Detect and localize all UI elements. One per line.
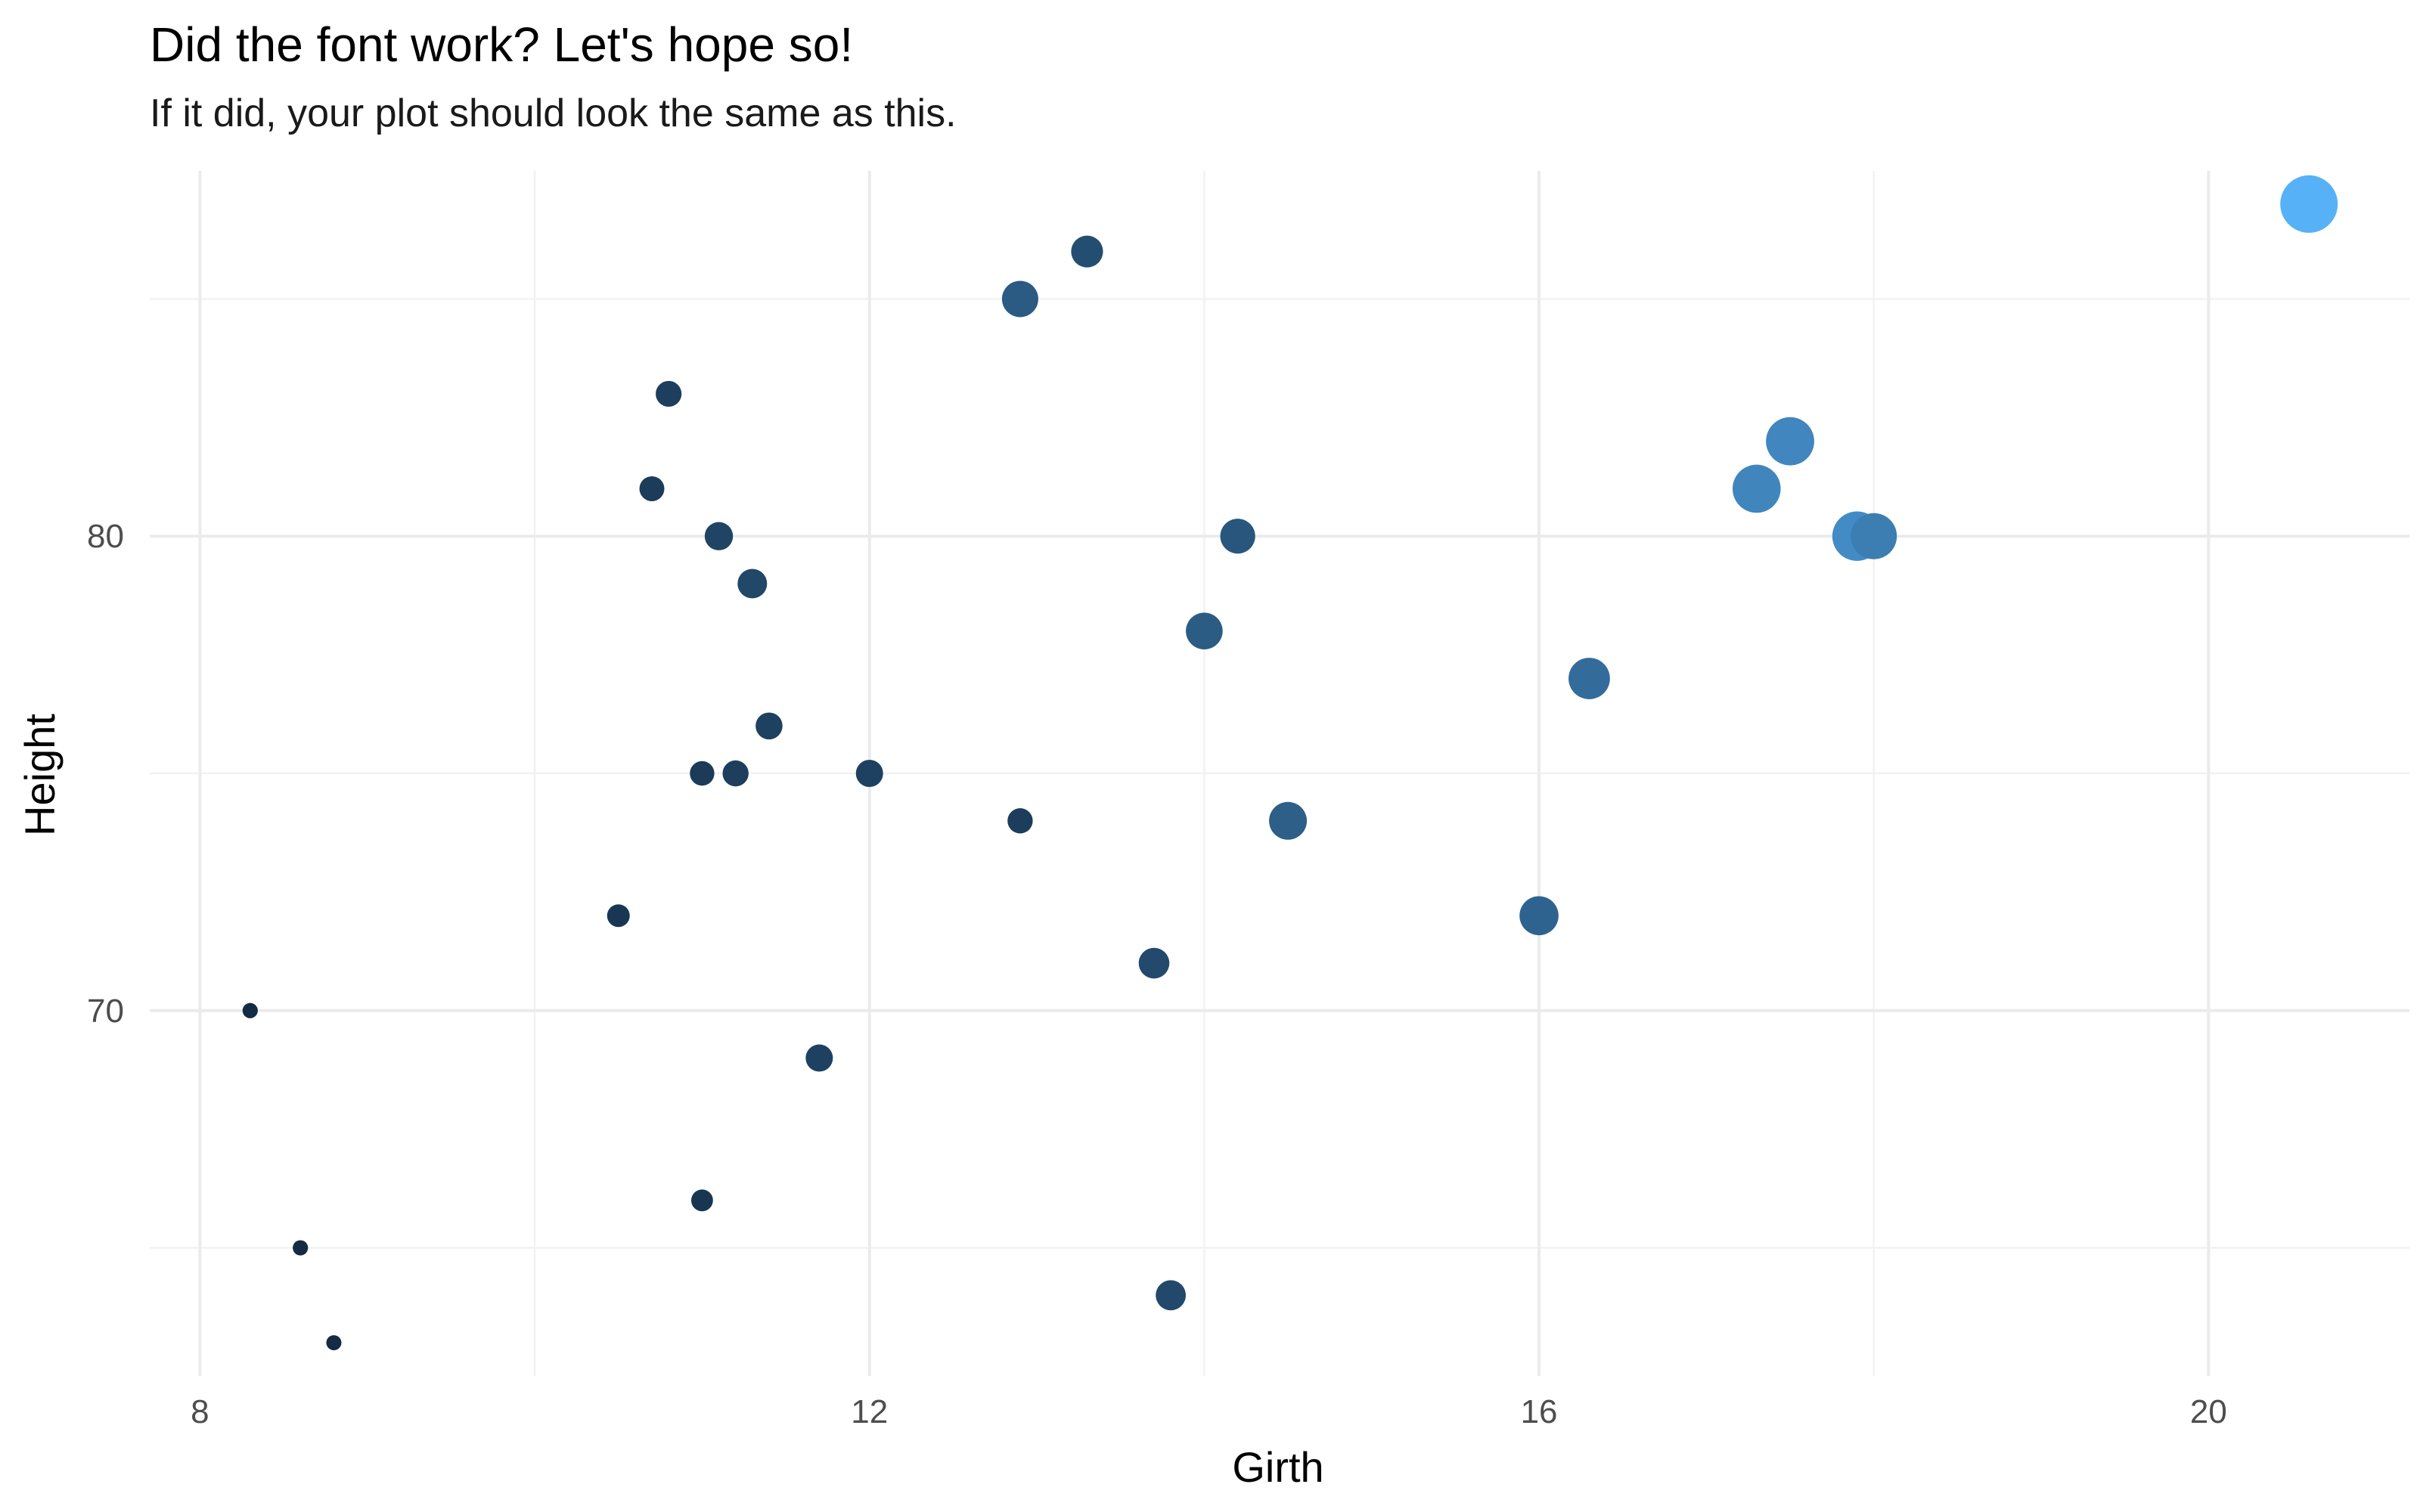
data-point	[704, 522, 734, 550]
data-point	[691, 1189, 713, 1212]
y-axis-title: Height	[16, 714, 64, 836]
data-point	[1851, 513, 1897, 559]
x-tick-label: 12	[851, 1393, 888, 1430]
x-tick-labels: 8 12 16 20	[191, 1393, 2227, 1430]
data-point	[1269, 801, 1308, 840]
data-point	[855, 760, 883, 787]
data-point	[242, 1002, 258, 1018]
chart-title: Did the font work? Let's hope so!	[150, 17, 854, 72]
data-point	[1220, 519, 1255, 554]
data-point	[639, 476, 665, 501]
chart-subtitle: If it did, your plot should look the sam…	[150, 91, 957, 135]
y-tick-labels: 70 80	[87, 518, 124, 1030]
data-point	[1568, 658, 1610, 699]
data-point	[607, 904, 630, 928]
data-point	[2280, 175, 2338, 233]
data-point	[326, 1335, 342, 1351]
data-point	[1071, 235, 1103, 268]
data-point	[656, 380, 682, 407]
grid-layer	[150, 171, 2409, 1376]
data-point	[737, 569, 768, 599]
data-point	[1519, 896, 1559, 936]
data-point	[1138, 947, 1170, 979]
data-point	[1186, 612, 1223, 650]
data-point	[1007, 808, 1033, 834]
x-tick-label: 16	[1521, 1393, 1558, 1430]
data-point	[293, 1240, 309, 1256]
data-point	[1733, 464, 1781, 513]
data-point	[805, 1044, 833, 1072]
x-tick-label: 20	[2190, 1393, 2227, 1430]
points-layer	[242, 175, 2338, 1351]
x-axis-title: Girth	[1232, 1443, 1323, 1491]
y-tick-label: 80	[87, 518, 124, 555]
data-point	[755, 712, 783, 740]
data-point	[1156, 1280, 1187, 1311]
y-tick-label: 70	[87, 993, 124, 1030]
data-point	[1766, 417, 1814, 466]
data-point	[1001, 280, 1038, 318]
x-tick-label: 8	[191, 1393, 209, 1430]
data-point	[722, 760, 749, 787]
data-point	[690, 761, 715, 786]
